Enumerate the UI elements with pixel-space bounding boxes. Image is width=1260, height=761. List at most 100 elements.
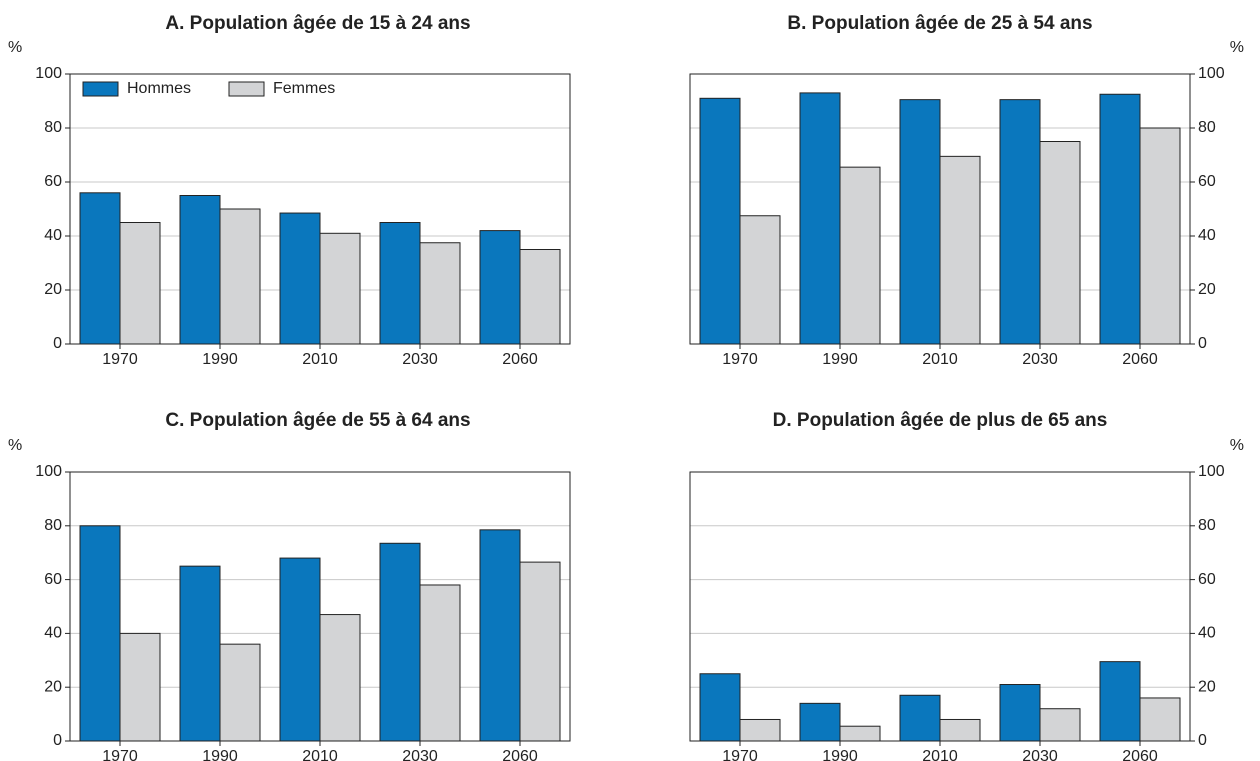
x-tick-label: 1990 xyxy=(202,748,238,761)
bar-hommes-1990 xyxy=(799,92,841,345)
bar-hommes-1970 xyxy=(699,97,741,345)
bar-femmes-1990 xyxy=(839,725,881,742)
y-tick-label: 80 xyxy=(44,119,62,136)
x-tick-label: 1990 xyxy=(202,351,238,368)
y-tick-label: 20 xyxy=(1198,678,1216,695)
bar-hommes-1970 xyxy=(79,192,121,345)
panel-title: C. Population âgée de 55 à 64 ans xyxy=(165,410,470,431)
plot-frame xyxy=(689,73,1191,345)
x-tick-label: 1970 xyxy=(722,351,758,368)
y-tick-label: 80 xyxy=(44,517,62,534)
bar-femmes-1970 xyxy=(739,215,781,345)
y-tick-label: 40 xyxy=(1198,625,1216,642)
bar-femmes-1990 xyxy=(219,208,261,345)
bar-hommes-2010 xyxy=(899,694,941,742)
x-tick-label: 1970 xyxy=(102,748,138,761)
bar-femmes-2010 xyxy=(939,718,981,742)
x-tick-label: 2010 xyxy=(302,351,338,368)
x-tick-label: 2060 xyxy=(1122,748,1158,761)
x-tick-label: 2030 xyxy=(402,748,438,761)
panel-title: A. Population âgée de 15 à 24 ans xyxy=(165,13,470,34)
bar-hommes-1990 xyxy=(799,702,841,742)
y-tick-label: 40 xyxy=(44,625,62,642)
y-tick-label: 0 xyxy=(1198,335,1207,352)
x-tick-label: 2010 xyxy=(922,351,958,368)
y-tick-label: 60 xyxy=(1198,571,1216,588)
y-tick-label: 0 xyxy=(1198,732,1207,749)
bar-femmes-2060 xyxy=(1139,697,1181,742)
y-tick-label: 40 xyxy=(44,227,62,244)
chart-panel-2: C. Population âgée de 55 à 64 ans 1970 199… xyxy=(8,410,571,761)
bar-femmes-2060 xyxy=(519,561,561,742)
bar-hommes-1970 xyxy=(699,673,741,742)
y-tick-label: 80 xyxy=(1198,517,1216,534)
x-tick-label: 2010 xyxy=(922,748,958,761)
y-tick-label: 20 xyxy=(1198,281,1216,298)
bar-femmes-1970 xyxy=(119,632,161,742)
plot-frame xyxy=(69,471,571,742)
bar-femmes-1970 xyxy=(119,222,161,345)
x-tick-label: 1990 xyxy=(822,351,858,368)
bar-hommes-1970 xyxy=(79,525,121,742)
x-tick-label: 2060 xyxy=(502,351,538,368)
chart-panel-0: A. Population âgée de 15 à 24 ans 1970 199… xyxy=(8,13,571,368)
y-tick-label: 40 xyxy=(1198,227,1216,244)
x-tick-label: 2060 xyxy=(1122,351,1158,368)
x-tick-label: 2030 xyxy=(1022,748,1058,761)
legend-swatch-hommes xyxy=(82,81,119,97)
y-unit-label: % xyxy=(1230,39,1244,56)
bar-hommes-2030 xyxy=(999,99,1041,345)
chart-panel-3: D. Population âgée de plus de 65 ans 1970… xyxy=(689,410,1244,761)
x-tick-label: 1970 xyxy=(722,748,758,761)
panel-title: D. Population âgée de plus de 65 ans xyxy=(773,410,1108,431)
y-tick-label: 60 xyxy=(44,571,62,588)
bar-femmes-1970 xyxy=(739,718,781,742)
y-tick-label: 100 xyxy=(35,463,62,480)
bar-femmes-2030 xyxy=(1039,708,1081,742)
y-unit-label: % xyxy=(1230,437,1244,454)
x-tick-label: 2030 xyxy=(1022,351,1058,368)
bar-femmes-2060 xyxy=(519,249,561,345)
bar-hommes-2060 xyxy=(479,529,521,742)
bar-femmes-2010 xyxy=(939,155,981,345)
bar-femmes-2030 xyxy=(419,584,461,742)
y-tick-label: 60 xyxy=(1198,173,1216,190)
y-tick-label: 80 xyxy=(1198,119,1216,136)
y-unit-label: % xyxy=(8,437,22,454)
bar-femmes-2030 xyxy=(1039,141,1081,345)
bar-femmes-2010 xyxy=(319,232,361,345)
legend-label-femmes: Femmes xyxy=(273,80,335,97)
y-tick-label: 100 xyxy=(1198,65,1225,82)
bar-femmes-2060 xyxy=(1139,127,1181,345)
plot-frame xyxy=(689,471,1191,742)
y-tick-label: 100 xyxy=(1198,463,1225,480)
chart-panel-1: B. Population âgée de 25 à 54 ans 1970 199… xyxy=(689,13,1244,368)
bar-femmes-1990 xyxy=(219,643,261,742)
bar-hommes-2010 xyxy=(279,212,321,345)
x-tick-label: 1990 xyxy=(822,748,858,761)
bar-hommes-1990 xyxy=(179,565,221,742)
bar-femmes-2010 xyxy=(319,614,361,742)
bar-hommes-2010 xyxy=(279,557,321,742)
x-tick-label: 2010 xyxy=(302,748,338,761)
x-tick-label: 2030 xyxy=(402,351,438,368)
y-unit-label: % xyxy=(8,39,22,56)
bar-hommes-2060 xyxy=(1099,93,1141,345)
bar-hommes-2060 xyxy=(1099,661,1141,742)
y-tick-label: 0 xyxy=(53,732,62,749)
bar-hommes-2010 xyxy=(899,99,941,345)
x-tick-label: 1970 xyxy=(102,351,138,368)
legend-label-hommes: Hommes xyxy=(127,80,191,97)
bar-hommes-2060 xyxy=(479,230,521,345)
bar-femmes-1990 xyxy=(839,166,881,345)
y-tick-label: 100 xyxy=(35,65,62,82)
panel-title: B. Population âgée de 25 à 54 ans xyxy=(787,13,1092,34)
bar-hommes-2030 xyxy=(379,542,421,742)
y-tick-label: 60 xyxy=(44,173,62,190)
x-tick-label: 2060 xyxy=(502,748,538,761)
plot-frame xyxy=(69,73,571,345)
y-tick-label: 0 xyxy=(53,335,62,352)
bar-hommes-2030 xyxy=(379,222,421,345)
bar-hommes-1990 xyxy=(179,195,221,345)
